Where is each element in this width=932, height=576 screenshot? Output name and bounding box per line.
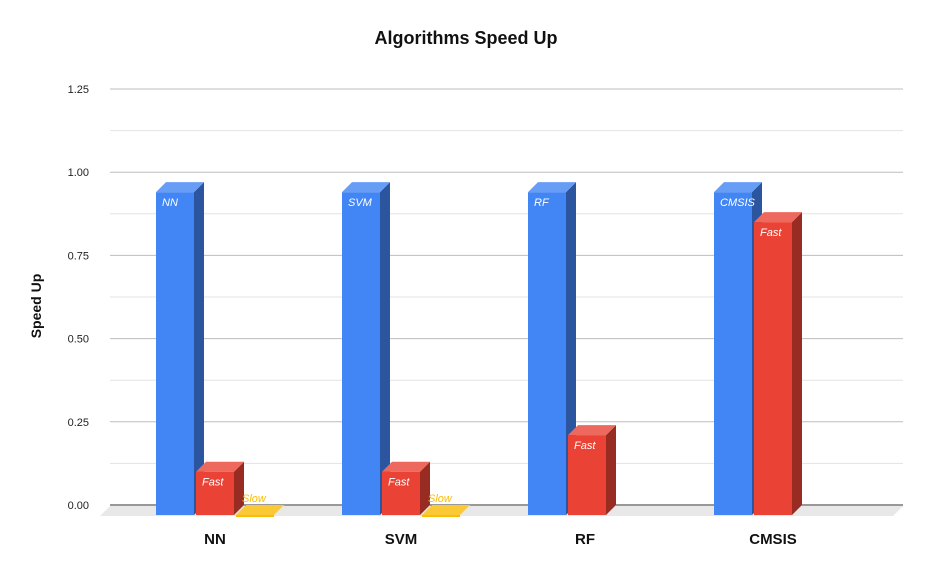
bar-top: [714, 182, 762, 193]
data-label: Fast: [202, 477, 224, 489]
data-label: Fast: [760, 227, 782, 239]
bar-top: [754, 212, 802, 223]
bar-front: [528, 192, 566, 515]
bar-top: [382, 461, 430, 472]
y-axis-ticks: 0.00 0.25 0.50 0.75 1.00 1.25: [68, 84, 89, 512]
data-label: RF: [534, 197, 550, 209]
y-tick-label: 0.50: [68, 334, 89, 346]
bar-rf-fast: Fast: [568, 425, 616, 515]
y-tick-label: 0.25: [68, 417, 89, 429]
bar-top: [342, 182, 390, 193]
bar-front: [714, 192, 752, 515]
y-tick-label: 1.00: [68, 167, 89, 179]
y-tick-label: 0.75: [68, 250, 89, 262]
bar-top: [156, 182, 204, 193]
bar-side: [420, 461, 430, 515]
bar-front: [568, 435, 606, 515]
bar-side: [606, 425, 616, 515]
y-tick-label: 1.25: [68, 84, 89, 96]
bar-nn-fast: Fast: [196, 461, 244, 515]
bar-top: [196, 461, 244, 472]
bar-side: [380, 182, 390, 515]
data-label: Slow: [242, 493, 267, 505]
bar-nn-slow: Slow: [236, 493, 284, 517]
x-tick-label: SVM: [385, 531, 418, 548]
bar-top: [422, 505, 470, 515]
bar-top: [236, 505, 284, 515]
x-tick-label: NN: [204, 531, 226, 548]
x-tick-label: CMSIS: [749, 531, 797, 548]
bar-front: [236, 515, 274, 517]
data-label: Fast: [574, 440, 596, 452]
bar-front: [382, 471, 420, 515]
bars: NN Fast Slow SVM Fast Slow RF Fast CMSIS Fast: [156, 182, 802, 517]
bar-rf-rf: RF: [528, 182, 576, 515]
floor-plane: [100, 506, 903, 516]
bar-side: [792, 212, 802, 516]
bar-front: [156, 192, 194, 515]
bar-svm-svm: SVM: [342, 182, 390, 515]
x-axis-ticks: NN SVM RF CMSIS: [204, 531, 797, 548]
bar-top: [528, 182, 576, 193]
data-label: NN: [162, 197, 178, 209]
data-label: SVM: [348, 197, 373, 209]
bar-cmsis-fast: Fast: [754, 212, 802, 516]
data-label: Fast: [388, 477, 410, 489]
y-tick-label: 0.00: [68, 500, 89, 512]
bar-svm-slow: Slow: [422, 493, 470, 517]
bar-front: [196, 471, 234, 515]
bar-svm-fast: Fast: [382, 461, 430, 515]
data-label: Slow: [428, 493, 453, 505]
bar-top: [568, 425, 616, 436]
bar-side: [234, 461, 244, 515]
data-label: CMSIS: [720, 197, 756, 209]
bar-front: [422, 515, 460, 517]
y-axis-label: Speed Up: [28, 274, 44, 339]
chart-title: Algorithms Speed Up: [374, 28, 557, 48]
x-tick-label: RF: [575, 531, 595, 548]
bar-front: [754, 222, 792, 516]
bar-nn-nn: NN: [156, 182, 204, 515]
bar-side: [194, 182, 204, 515]
bar-front: [342, 192, 380, 515]
